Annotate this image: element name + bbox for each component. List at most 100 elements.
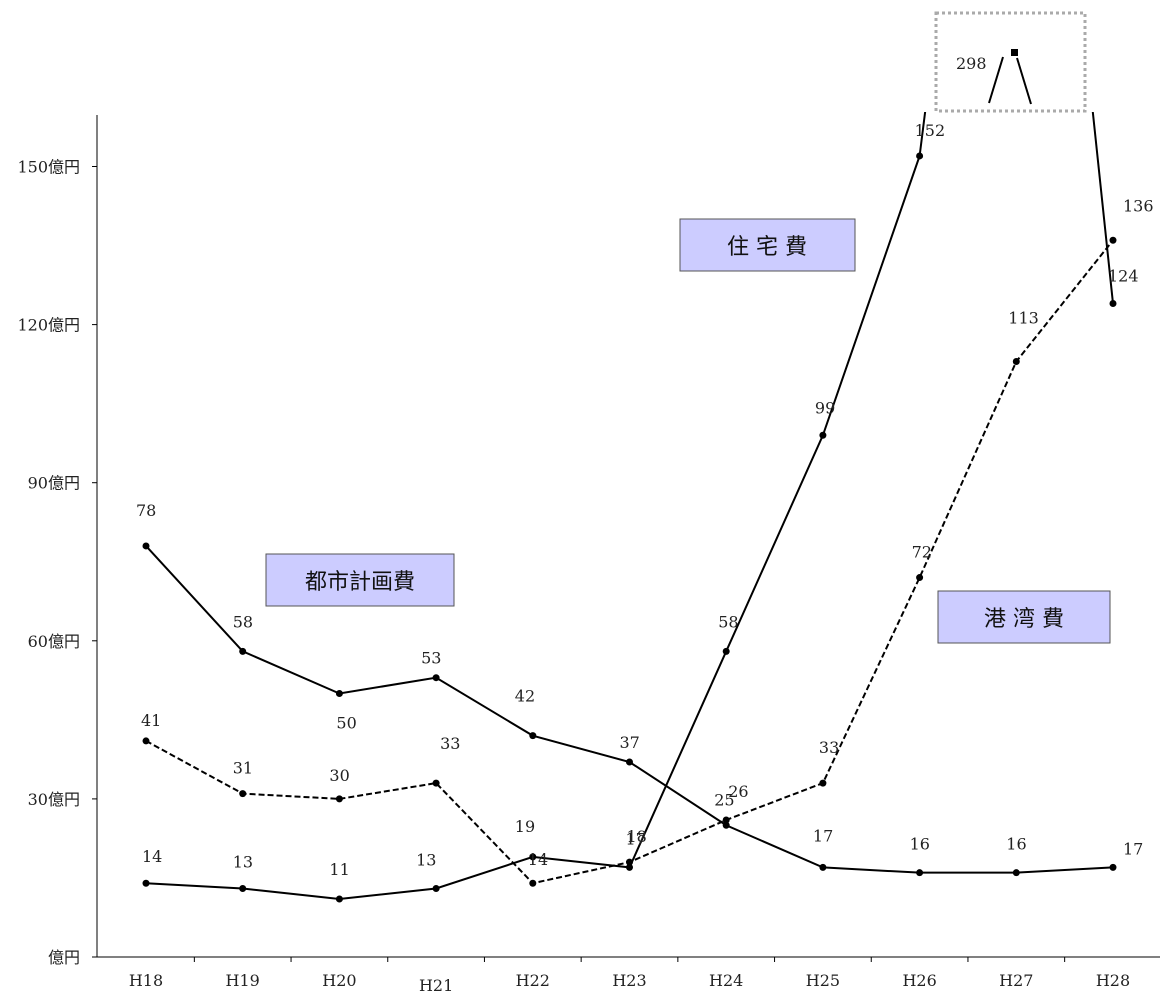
data-label: 99 <box>815 398 835 417</box>
axes <box>96 115 1160 958</box>
data-label: 124 <box>1108 267 1139 286</box>
data-point <box>819 779 827 787</box>
x-tick-label: H21 <box>419 976 453 994</box>
data-point <box>529 879 537 887</box>
x-tick-label: H19 <box>226 971 260 990</box>
legend-label: 港 湾 費 <box>984 607 1064 632</box>
y-tick-label: 120億円 <box>17 316 80 335</box>
data-label: 33 <box>440 734 460 753</box>
data-label: 16 <box>910 835 930 854</box>
data-point <box>1109 863 1117 871</box>
outlier-inset: 298 <box>934 11 1087 113</box>
x-tick-label: H24 <box>709 971 743 990</box>
data-point <box>335 690 343 697</box>
data-point <box>1109 300 1117 308</box>
data-label: 17 <box>626 829 646 848</box>
legend-jutaku: 住 宅 費 <box>679 218 856 272</box>
data-label: 152 <box>915 121 946 140</box>
data-label: 11 <box>329 860 349 879</box>
x-tick-label: H28 <box>1096 971 1130 990</box>
legend-toshi-keikaku: 都市計画費 <box>265 553 455 607</box>
y-tick-label: 30億円 <box>28 790 80 809</box>
data-label: 298 <box>956 54 987 73</box>
data-point <box>239 647 247 655</box>
data-point <box>1109 236 1117 244</box>
data-point <box>722 647 730 655</box>
data-label: 72 <box>912 543 932 562</box>
inset-line-left <box>988 56 1004 104</box>
data-label: 19 <box>515 817 535 836</box>
data-label: 13 <box>233 852 253 871</box>
data-point <box>1012 357 1020 365</box>
legend-kowan: 港 湾 費 <box>937 590 1111 644</box>
data-label: 14 <box>528 850 548 869</box>
data-point <box>722 821 730 829</box>
data-label: 58 <box>718 612 738 631</box>
x-tick-label: H25 <box>806 971 840 990</box>
data-label: 14 <box>142 847 162 866</box>
y-tick-label: 60億円 <box>28 632 80 651</box>
y-tick-label: 150億円 <box>17 158 80 177</box>
data-point <box>819 431 827 439</box>
data-label: 42 <box>515 687 535 706</box>
data-point <box>722 816 730 824</box>
legend-labels: 都市計画費 港 湾 費 住 宅 費 <box>265 218 1111 644</box>
data-label: 26 <box>728 782 748 801</box>
y-tick-label: 億円 <box>48 948 80 967</box>
inset-border <box>934 11 1087 113</box>
data-label: 17 <box>813 826 833 845</box>
data-point <box>432 779 440 787</box>
data-label: 13 <box>416 850 436 869</box>
legend-label: 都市計画費 <box>305 570 415 595</box>
data-label: 37 <box>620 733 640 752</box>
data-point <box>916 152 924 160</box>
data-point <box>239 884 247 892</box>
data-label: 18 <box>627 827 647 846</box>
data-point <box>335 795 343 803</box>
data-label: 25 <box>714 790 734 809</box>
data-point <box>626 858 633 866</box>
inset-line-right <box>1016 57 1032 105</box>
data-label: 53 <box>421 649 441 668</box>
y-tick-label: 90億円 <box>28 474 80 493</box>
x-tick-label: H22 <box>516 971 550 990</box>
y-ticks: 億円 30億円 60億円 90億円 120億円 150億円 <box>17 158 97 967</box>
legend-label: 住 宅 費 <box>727 235 807 260</box>
data-labels: 78 58 50 53 42 37 25 17 16 16 17 41 31 30 33 14 18 26 33 72… <box>136 121 1154 879</box>
data-point <box>432 674 440 682</box>
data-label: 136 <box>1123 196 1154 215</box>
data-point <box>916 574 924 582</box>
data-label: 30 <box>329 766 349 785</box>
x-tick-label: H23 <box>612 971 646 990</box>
x-tick-label: H26 <box>902 971 936 990</box>
data-label: 17 <box>1123 839 1143 858</box>
inset-point <box>1011 49 1018 56</box>
data-points <box>142 152 1117 903</box>
data-point <box>142 737 150 745</box>
data-label: 16 <box>1006 835 1026 854</box>
data-label: 78 <box>136 501 156 520</box>
data-point <box>142 542 150 550</box>
data-label: 33 <box>819 738 839 757</box>
data-label: 50 <box>336 714 356 733</box>
data-point <box>239 790 247 798</box>
x-tick-label: H27 <box>999 971 1033 990</box>
data-point <box>142 879 150 887</box>
data-point <box>335 895 343 903</box>
data-point <box>529 732 537 740</box>
x-ticks: H18 H19 H20 H21 H22 H23 H24 H25 H26 H27 H28 <box>129 957 1130 994</box>
x-tick-label: H18 <box>129 971 163 990</box>
data-label: 41 <box>141 711 161 730</box>
data-point <box>916 869 924 877</box>
data-point <box>819 863 827 871</box>
data-point <box>626 863 633 871</box>
data-point <box>1012 869 1020 877</box>
data-label: 113 <box>1008 308 1039 327</box>
data-point <box>529 853 537 861</box>
x-tick-label: H20 <box>322 971 356 990</box>
data-point <box>432 884 440 892</box>
data-label: 31 <box>233 759 253 778</box>
data-label: 58 <box>233 612 253 631</box>
data-point <box>626 758 633 766</box>
